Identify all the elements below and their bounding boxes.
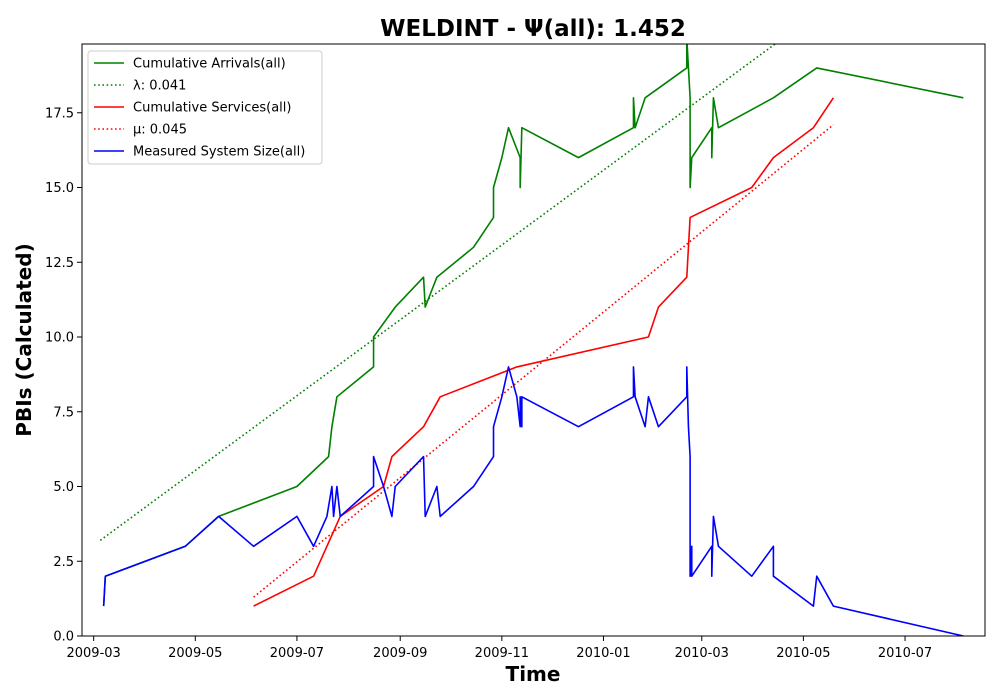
x-axis-ticks: 2009-03 2009-05 2009-07 2009-09 2009-11 2010-… [66,636,932,661]
x-tick-label: 2010-05 [776,646,830,661]
y-tick-label: 10.0 [45,331,74,346]
plot-frame [81,43,986,637]
series-line-5-measured-system-size-all [102,366,964,636]
y-tick-label: 5.0 [53,480,74,495]
y-tick-label: 15.0 [45,181,74,196]
chart-title: WELDINT - Ψ(all): 1.452 [380,16,686,42]
x-axis-title: Time [506,662,561,686]
series-line-3-cumulative-services-all [253,97,835,607]
x-tick-label: 2009-07 [270,646,324,661]
legend-label-0-041: λ: 0.041 [133,79,186,94]
y-tick-label: 7.5 [53,405,74,420]
x-tick-label: 2009-05 [168,646,222,661]
legend-label-cumulative-services-all: Cumulative Services(all) [133,101,291,116]
y-axis-ticks: 0.0 2.5 5.0 7.5 10.0 12.5 15.0 17.5 [45,106,82,645]
x-tick-label: 2009-09 [373,646,427,661]
series-line-4-0-045 [253,124,834,598]
y-axis-title: PBIs (Calculated) [12,243,36,436]
legend-label-0-045: μ: 0.045 [133,123,187,138]
plot-series [99,44,964,636]
y-tick-label: 17.5 [45,106,74,121]
legend-label-cumulative-arrivals-all: Cumulative Arrivals(all) [133,57,286,72]
x-tick-label: 2010-01 [576,646,630,661]
y-tick-label: 0.0 [53,630,74,645]
series-line-1-cumulative-arrivals-all [102,44,964,607]
legend-box [87,50,323,165]
y-tick-label: 12.5 [45,256,74,271]
x-tick-label: 2009-11 [475,646,529,661]
x-tick-label: 2010-07 [878,646,932,661]
y-tick-label: 2.5 [53,555,74,570]
x-tick-label: 2009-03 [66,646,120,661]
x-tick-label: 2010-03 [675,646,729,661]
series-line-2-0-041 [99,44,776,541]
legend: Cumulative Arrivals(all) λ: 0.041 Cumulati… [87,50,323,165]
legend-label-measured-system-size-all: Measured System Size(all) [133,145,305,160]
